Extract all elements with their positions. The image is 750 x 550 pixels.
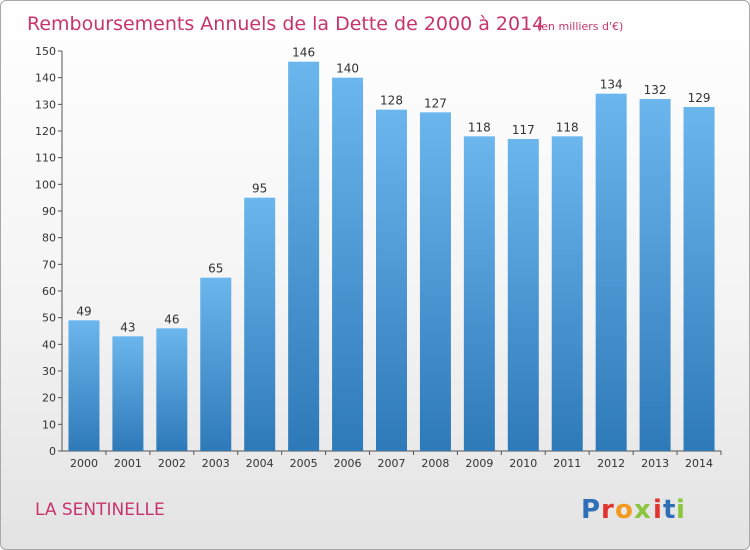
y-tick-label: 110: [35, 152, 56, 165]
y-tick-label: 0: [49, 445, 56, 458]
x-tick-label-2010: 2010: [509, 457, 537, 470]
value-label-2003: 65: [208, 262, 223, 276]
value-label-2000: 49: [76, 304, 91, 318]
y-tick-label: 40: [42, 338, 56, 351]
value-label-2004: 95: [252, 182, 267, 196]
logo-letter: x: [634, 495, 651, 525]
x-tick-label-2012: 2012: [597, 457, 625, 470]
value-label-2001: 43: [120, 320, 135, 334]
bar-2005: [288, 61, 320, 452]
bar-2006: [332, 77, 364, 452]
value-label-2008: 127: [424, 96, 447, 110]
x-tick-label-2014: 2014: [685, 457, 713, 470]
x-tick-label-2009: 2009: [465, 457, 493, 470]
y-tick-label: 50: [42, 312, 56, 325]
bar-2002: [156, 328, 188, 451]
y-tick-label: 20: [42, 392, 56, 405]
y-tick-label: 150: [35, 45, 56, 58]
value-label-2010: 117: [512, 123, 535, 137]
bar-2003: [200, 277, 232, 451]
y-tick-label: 90: [42, 205, 56, 218]
y-tick-label: 120: [35, 125, 56, 138]
y-tick-label: 130: [35, 98, 56, 111]
logo-letter: i: [653, 495, 662, 525]
x-tick-label-2001: 2001: [114, 457, 142, 470]
x-tick-label-2000: 2000: [70, 457, 98, 470]
x-tick-label-2013: 2013: [641, 457, 669, 470]
bar-2009: [463, 136, 495, 452]
plot-area: 0 10 20 30 40 50 60 70 80 90 100 110 120 130 140 150 49 2…: [35, 45, 722, 470]
value-label-2012: 134: [600, 78, 623, 92]
x-tick-label-2008: 2008: [421, 457, 449, 470]
x-tick-label-2003: 2003: [202, 457, 230, 470]
x-tick-label-2004: 2004: [246, 457, 274, 470]
logo-letter: i: [676, 495, 685, 525]
bar-2014: [683, 107, 715, 451]
y-tick-label: 100: [35, 178, 56, 191]
bar-2013: [639, 99, 671, 451]
bar-2004: [244, 197, 276, 451]
commune-name: LA SENTINELLE: [35, 500, 165, 520]
value-label-2005: 146: [292, 46, 315, 60]
bar-2012: [595, 93, 627, 452]
y-tick-label: 80: [42, 232, 56, 245]
x-tick-label-2006: 2006: [334, 457, 362, 470]
x-tick-label-2011: 2011: [553, 457, 581, 470]
bar-2010: [507, 139, 539, 451]
x-tick-label-2002: 2002: [158, 457, 186, 470]
value-label-2009: 118: [468, 120, 491, 134]
x-tick-label-2005: 2005: [290, 457, 318, 470]
value-label-2006: 140: [336, 62, 359, 76]
y-tick-label: 140: [35, 72, 56, 85]
value-label-2002: 46: [164, 312, 179, 326]
y-tick-label: 70: [42, 258, 56, 271]
chart-title: Remboursements Annuels de la Dette de 20…: [27, 13, 544, 35]
y-tick-label: 10: [42, 418, 56, 431]
logo-letter: r: [601, 495, 614, 525]
x-tick-label-2007: 2007: [378, 457, 406, 470]
bar-2001: [112, 336, 144, 451]
logo-letter: t: [663, 495, 675, 525]
value-label-2013: 132: [644, 83, 667, 97]
value-label-2007: 128: [380, 94, 403, 108]
y-tick-label: 30: [42, 365, 56, 378]
value-label-2011: 118: [556, 120, 579, 134]
logo-letter: P: [581, 495, 600, 525]
bar-2008: [419, 112, 451, 451]
bar-2007: [376, 109, 407, 452]
value-label-2014: 129: [688, 91, 711, 105]
y-tick-label: 60: [42, 285, 56, 298]
bar-2011: [551, 136, 583, 452]
chart-unit: (en milliers d'€): [537, 20, 623, 33]
logo-letter: o: [615, 495, 633, 525]
bar-2000: [68, 320, 100, 451]
